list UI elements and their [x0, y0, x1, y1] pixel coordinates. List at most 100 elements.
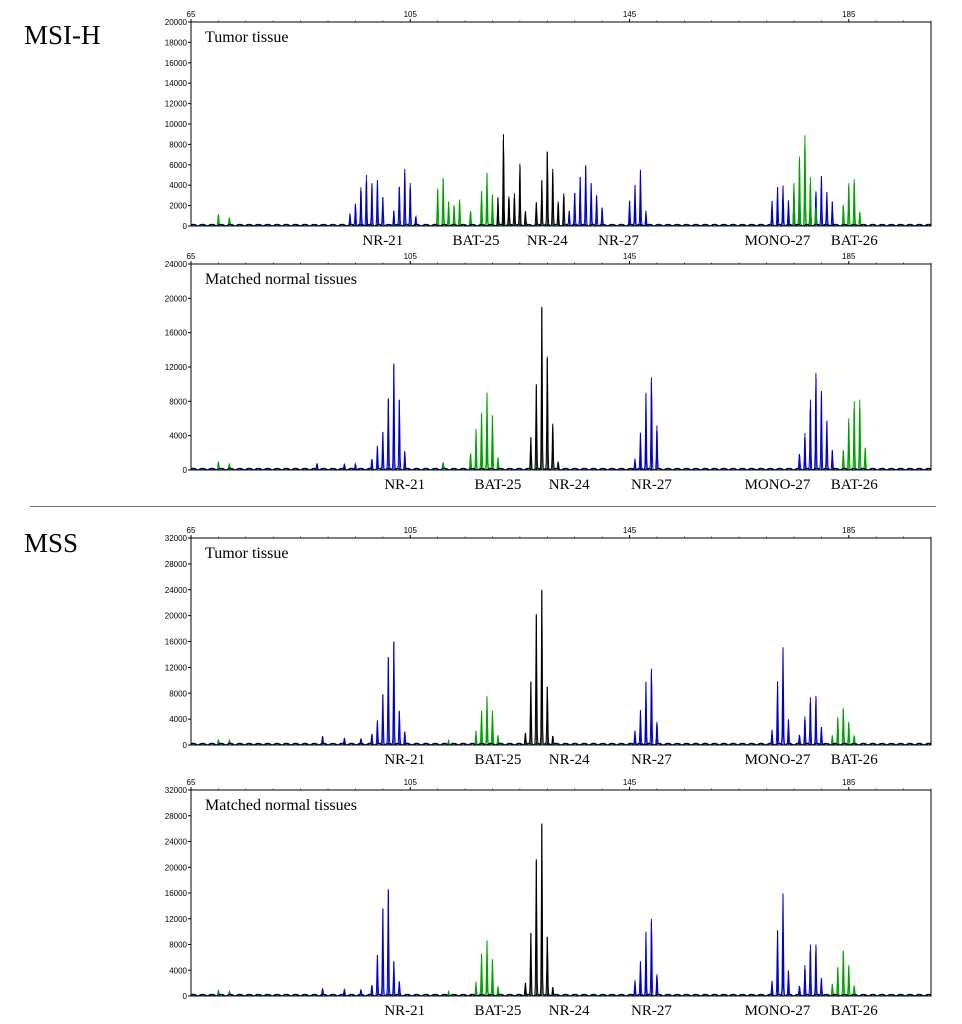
x-tick-label: 105	[404, 10, 418, 19]
y-tick-label: 20000	[165, 294, 188, 303]
y-tick-label: 28000	[165, 812, 188, 821]
marker-label: NR-24	[527, 233, 568, 249]
y-tick-label: 0	[183, 992, 188, 1001]
x-tick-label: 185	[842, 526, 856, 535]
y-tick-label: 4000	[169, 715, 187, 724]
x-tick-label: 65	[187, 252, 196, 261]
x-tick-label: 65	[187, 526, 196, 535]
x-tick-label: 65	[187, 10, 196, 19]
trace-black	[190, 590, 931, 746]
marker-label: NR-21	[384, 752, 425, 768]
trace-blue	[190, 364, 931, 471]
y-tick-label: 32000	[165, 534, 188, 543]
trace-blue	[190, 889, 931, 997]
trace-black	[190, 824, 931, 997]
y-tick-label: 12000	[165, 915, 188, 924]
y-tick-label: 8000	[169, 941, 187, 950]
electropherogram-msi-h-tumor: 65 105 145 185 0 2000 4000 6000 8000 10000 12000 14…	[165, 10, 932, 249]
marker-label: BAT-25	[474, 477, 521, 493]
x-tick-label: 145	[623, 778, 637, 787]
panel-title: Tumor tissue	[205, 545, 288, 562]
marker-label: NR-27	[598, 233, 639, 249]
trace-green	[190, 940, 931, 997]
y-tick-label: 4000	[169, 432, 187, 441]
y-tick-label: 12000	[165, 100, 188, 109]
x-tick-label: 105	[404, 778, 418, 787]
y-tick-label: 12000	[165, 663, 188, 672]
y-tick-label: 4000	[169, 181, 187, 190]
y-tick-label: 6000	[169, 161, 187, 170]
section-label-mss: MSS	[24, 528, 79, 558]
x-tick-label: 145	[623, 252, 637, 261]
y-tick-label: 16000	[165, 59, 188, 68]
electropherogram-mss-tumor: 65 105 145 185 0 4000 8000 12000 16000 20000 24000…	[165, 526, 932, 768]
marker-label: MONO-27	[745, 233, 811, 249]
marker-label: NR-21	[384, 1003, 425, 1019]
y-tick-label: 0	[183, 466, 188, 475]
y-tick-label: 4000	[169, 966, 187, 975]
y-tick-label: 24000	[165, 838, 188, 847]
y-tick-label: 0	[183, 741, 188, 750]
marker-label: NR-24	[549, 1003, 590, 1019]
y-tick-label: 16000	[165, 889, 188, 898]
marker-label: NR-21	[362, 233, 403, 249]
marker-label: NR-27	[631, 752, 672, 768]
marker-label: MONO-27	[745, 752, 811, 768]
trace-green	[190, 392, 931, 471]
y-tick-label: 20000	[165, 18, 188, 27]
marker-label: BAT-26	[831, 1003, 878, 1019]
plot-frame	[190, 263, 932, 471]
panel-title: Matched normal tissues	[205, 271, 357, 288]
electropherogram-msi-h-normal: 65 105 145 185 0 4000 8000 12000 16000 20000 24000…	[165, 252, 932, 493]
y-tick-label: 14000	[165, 79, 188, 88]
panel-title: Tumor tissue	[205, 29, 288, 46]
section-label-msi-h: MSI-H	[24, 20, 101, 50]
trace-blue	[190, 642, 931, 746]
marker-label: NR-27	[631, 477, 672, 493]
y-tick-label: 20000	[165, 612, 188, 621]
trace-black	[190, 140, 931, 227]
marker-label: MONO-27	[745, 477, 811, 493]
section-divider	[30, 506, 936, 507]
marker-label: BAT-25	[474, 752, 521, 768]
y-tick-label: 18000	[165, 38, 188, 47]
y-tick-label: 24000	[165, 586, 188, 595]
y-tick-label: 10000	[165, 120, 188, 129]
marker-label: NR-24	[549, 477, 590, 493]
x-tick-label: 185	[842, 10, 856, 19]
y-tick-label: 28000	[165, 560, 188, 569]
y-tick-label: 12000	[165, 363, 188, 372]
plot-frame	[190, 21, 932, 227]
y-tick-label: 20000	[165, 863, 188, 872]
marker-label: BAT-26	[831, 477, 878, 493]
electropherogram-mss-normal: 65 105 145 185 0 4000 8000 12000 16000 20000 24000…	[165, 778, 932, 1019]
y-tick-label: 16000	[165, 638, 188, 647]
trace-green	[190, 696, 931, 746]
trace-black	[190, 308, 931, 471]
x-tick-label: 105	[404, 526, 418, 535]
marker-label: MONO-27	[745, 1003, 811, 1019]
y-tick-label: 2000	[169, 202, 187, 211]
marker-label: NR-27	[631, 1003, 672, 1019]
x-tick-label: 185	[842, 252, 856, 261]
y-tick-label: 8000	[169, 397, 187, 406]
marker-label: BAT-26	[831, 752, 878, 768]
x-tick-label: 185	[842, 778, 856, 787]
plot-frame	[190, 789, 932, 997]
marker-label: NR-24	[549, 752, 590, 768]
y-tick-label: 8000	[169, 140, 187, 149]
y-tick-label: 0	[183, 222, 188, 231]
x-tick-label: 65	[187, 778, 196, 787]
marker-label: BAT-26	[831, 233, 878, 249]
panel-title: Matched normal tissues	[205, 797, 357, 814]
x-tick-label: 145	[623, 526, 637, 535]
marker-label: BAT-25	[453, 233, 500, 249]
x-tick-label: 105	[404, 252, 418, 261]
plot-frame	[190, 537, 932, 746]
y-tick-label: 16000	[165, 329, 188, 338]
y-tick-label: 24000	[165, 260, 188, 269]
trace-blue	[190, 165, 931, 227]
marker-label: BAT-25	[474, 1003, 521, 1019]
x-tick-label: 145	[623, 10, 637, 19]
y-tick-label: 32000	[165, 786, 188, 795]
